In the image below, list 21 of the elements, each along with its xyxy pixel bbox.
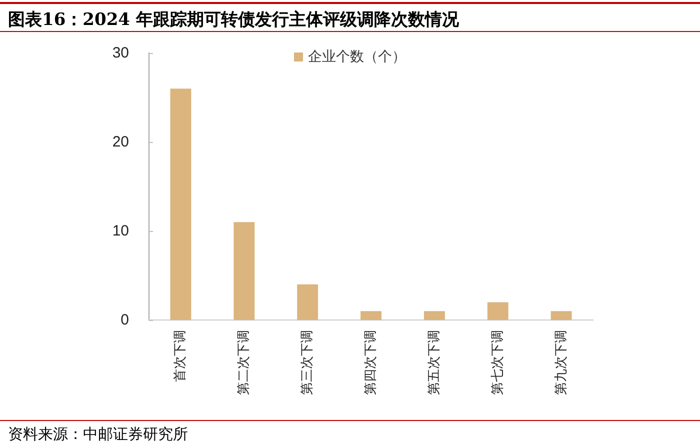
x-tick-label: 第七次下调: [490, 330, 506, 395]
x-tick-label: 第二次下调: [236, 330, 252, 395]
bar: [297, 284, 318, 320]
x-tick-label: 首次下调: [173, 330, 188, 382]
y-tick-label: 10: [112, 222, 129, 240]
bar: [550, 311, 572, 320]
y-tick-label: 30: [112, 44, 129, 62]
bar: [487, 302, 508, 320]
legend-label: 企业个数（个）: [308, 49, 406, 65]
bar: [360, 311, 382, 320]
chart-title: 图表16：2024 年跟踪期可转债发行主体评级调降次数情况: [8, 9, 459, 31]
y-tick-label: 20: [112, 134, 129, 150]
bar: [170, 88, 192, 320]
x-tick-label: 第五次下调: [426, 330, 442, 395]
x-tick-label: 第三次下调: [300, 330, 316, 395]
x-tick-label: 第四次下调: [364, 330, 378, 395]
x-tick-label: 第九次下调: [554, 330, 569, 395]
bar: [234, 222, 255, 320]
text: 资料来源：中邮证券研究所: [8, 425, 188, 444]
y-tick-label: 0: [120, 312, 129, 328]
bar: [424, 311, 445, 320]
